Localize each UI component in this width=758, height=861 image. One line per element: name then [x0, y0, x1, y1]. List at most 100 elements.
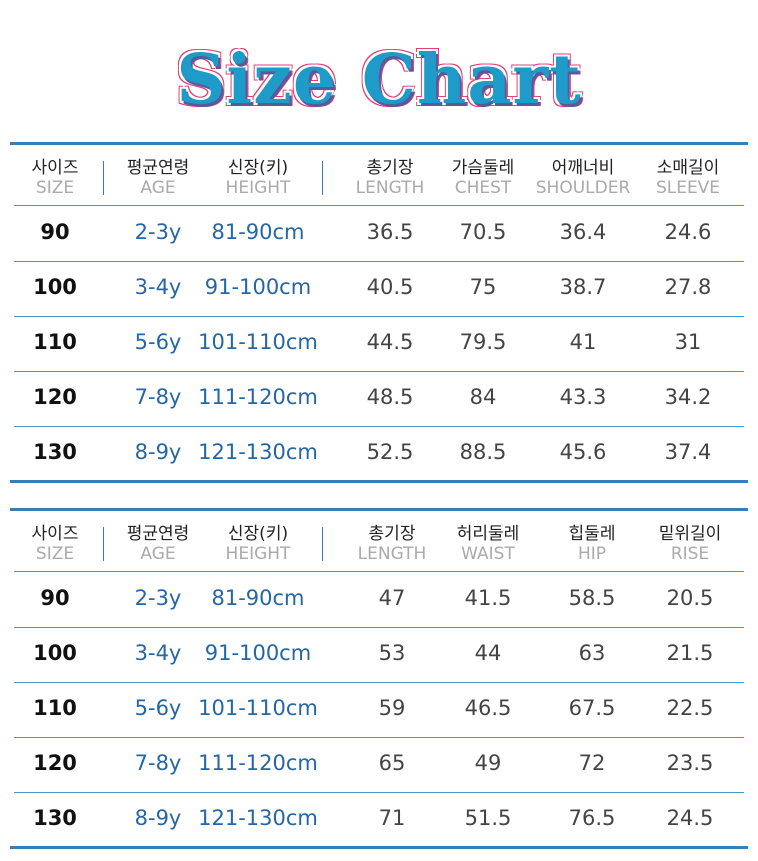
- table-bottom-border: [10, 480, 748, 483]
- table-row: 90 2-3y 81-90cm 47 41.5 58.5 20.5: [14, 572, 744, 628]
- cell-height: 81-90cm: [211, 586, 305, 610]
- cell-age: 2-3y: [134, 220, 182, 244]
- table-bottom-border: [10, 846, 748, 849]
- cell-c6: 41: [569, 330, 597, 354]
- cell-age: 5-6y: [134, 696, 182, 720]
- cell-c5: 84: [469, 385, 497, 409]
- cell-size: 120: [33, 385, 77, 409]
- header-c5-en: WAIST: [461, 544, 515, 564]
- table-header: 사이즈 SIZE 평균연령 AGE 신장(키) HEIGHT 총기장 LENGTH 가슴…: [10, 145, 748, 207]
- header-height-ko: 신장(키): [227, 524, 289, 544]
- cell-height: 101-110cm: [198, 330, 318, 354]
- table-row: 130 8-9y 121-130cm 52.5 88.5 45.6 37.4: [14, 426, 744, 481]
- cell-c5: 41.5: [464, 586, 512, 610]
- cell-c6: 76.5: [568, 806, 616, 830]
- cell-c6: 43.3: [559, 385, 607, 409]
- cell-height: 111-120cm: [198, 385, 318, 409]
- cell-c5: 70.5: [459, 220, 507, 244]
- header-c5-ko: 허리둘레: [456, 524, 520, 544]
- cell-c4: 59: [378, 696, 406, 720]
- cell-age: 2-3y: [134, 586, 182, 610]
- cell-c6: 63: [578, 641, 606, 665]
- header-c7-ko: 밑위길이: [658, 524, 722, 544]
- header-underline: [14, 511, 744, 572]
- cell-c4: 65: [378, 751, 406, 775]
- cell-c6: 72: [578, 751, 606, 775]
- size-table-1: 사이즈 SIZE 평균연령 AGE 신장(키) HEIGHT 총기장 LENGTH 가슴…: [10, 142, 748, 484]
- header-c7-en: RISE: [670, 544, 710, 564]
- page-title: Size Chart: [176, 40, 582, 120]
- header-size-en: SIZE: [35, 544, 75, 564]
- cell-size: 110: [33, 330, 77, 354]
- cell-c4: 71: [378, 806, 406, 830]
- cell-c7: 31: [674, 330, 702, 354]
- cell-c4: 47: [378, 586, 406, 610]
- cell-height: 81-90cm: [211, 220, 305, 244]
- table-top-border: [10, 142, 748, 145]
- header-c5-ko: 가슴둘레: [451, 158, 515, 178]
- cell-age: 8-9y: [134, 806, 182, 830]
- cell-height: 121-130cm: [198, 440, 318, 464]
- cell-c6: 38.7: [559, 275, 607, 299]
- cell-c5: 88.5: [459, 440, 507, 464]
- header-c7-ko: 소매길이: [656, 158, 720, 178]
- cell-c7: 24.6: [664, 220, 712, 244]
- cell-size: 110: [33, 696, 77, 720]
- cell-c5: 44: [474, 641, 502, 665]
- cell-height: 91-100cm: [204, 275, 312, 299]
- cell-c4: 52.5: [366, 440, 414, 464]
- table-row: 130 8-9y 121-130cm 71 51.5 76.5 24.5: [14, 792, 744, 847]
- header-divider: [322, 527, 323, 561]
- cell-c7: 22.5: [666, 696, 714, 720]
- cell-height: 91-100cm: [204, 641, 312, 665]
- header-divider: [322, 161, 323, 195]
- header-c6-en: HIP: [577, 544, 607, 564]
- header-age-ko: 평균연령: [126, 158, 190, 178]
- header-c4-ko: 총기장: [368, 524, 416, 544]
- table-row: 100 3-4y 91-100cm 40.5 75 38.7 27.8: [14, 261, 744, 317]
- cell-c6: 36.4: [559, 220, 607, 244]
- table-row: 110 5-6y 101-110cm 44.5 79.5 41 31: [14, 316, 744, 372]
- cell-c5: 46.5: [464, 696, 512, 720]
- cell-age: 7-8y: [134, 751, 182, 775]
- header-c4-en: LENGTH: [357, 544, 427, 564]
- cell-c7: 23.5: [666, 751, 714, 775]
- header-c6-ko: 어깨너비: [551, 158, 615, 178]
- table-row: 100 3-4y 91-100cm 53 44 63 21.5: [14, 627, 744, 683]
- header-height-en: HEIGHT: [225, 178, 291, 198]
- cell-c7: 27.8: [664, 275, 712, 299]
- cell-c6: 45.6: [559, 440, 607, 464]
- header-c7-en: SLEEVE: [655, 178, 721, 198]
- cell-c4: 44.5: [366, 330, 414, 354]
- header-divider: [103, 161, 104, 195]
- header-c4-ko: 총기장: [366, 158, 414, 178]
- cell-c4: 53: [378, 641, 406, 665]
- cell-c7: 24.5: [666, 806, 714, 830]
- cell-age: 7-8y: [134, 385, 182, 409]
- header-c5-en: CHEST: [454, 178, 512, 198]
- cell-height: 101-110cm: [198, 696, 318, 720]
- cell-age: 5-6y: [134, 330, 182, 354]
- cell-c7: 20.5: [666, 586, 714, 610]
- cell-size: 90: [40, 586, 70, 610]
- cell-c7: 37.4: [664, 440, 712, 464]
- header-underline: [14, 145, 744, 206]
- header-height-ko: 신장(키): [227, 158, 289, 178]
- table-top-border: [10, 508, 748, 511]
- cell-c5: 75: [469, 275, 497, 299]
- header-c6-en: SHOULDER: [535, 178, 631, 198]
- cell-c4: 36.5: [366, 220, 414, 244]
- header-c6-ko: 힙둘레: [568, 524, 616, 544]
- table-row: 110 5-6y 101-110cm 59 46.5 67.5 22.5: [14, 682, 744, 738]
- cell-c5: 51.5: [464, 806, 512, 830]
- cell-age: 3-4y: [134, 275, 182, 299]
- cell-age: 8-9y: [134, 440, 182, 464]
- cell-height: 121-130cm: [198, 806, 318, 830]
- header-divider: [103, 527, 104, 561]
- header-age-en: AGE: [140, 178, 176, 198]
- cell-c6: 67.5: [568, 696, 616, 720]
- cell-size: 100: [33, 641, 77, 665]
- cell-c4: 40.5: [366, 275, 414, 299]
- cell-size: 120: [33, 751, 77, 775]
- cell-c6: 58.5: [568, 586, 616, 610]
